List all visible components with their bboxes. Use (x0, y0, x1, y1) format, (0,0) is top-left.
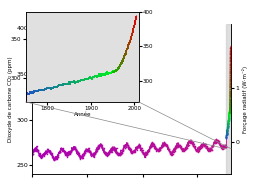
Y-axis label: Forçage radiatif (W·m⁻²): Forçage radiatif (W·m⁻²) (242, 65, 248, 132)
Bar (226, 24, 232, 174)
Y-axis label: Dioxyde de carbone CO₂ (ppm): Dioxyde de carbone CO₂ (ppm) (8, 56, 13, 142)
X-axis label: Année: Année (74, 113, 91, 117)
